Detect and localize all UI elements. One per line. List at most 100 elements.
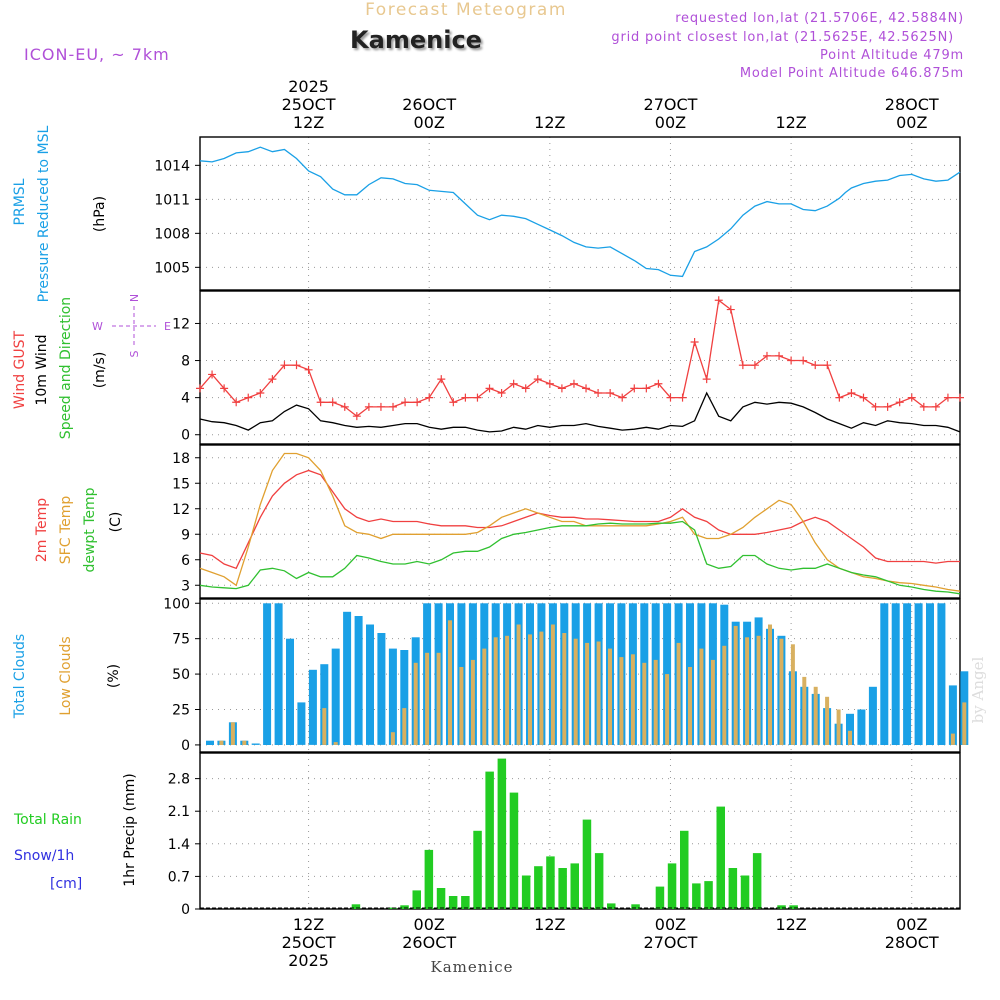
y-tick-label: 18 (172, 451, 190, 467)
bar-total-clouds (868, 686, 877, 745)
y-tick-label: 1011 (154, 192, 190, 208)
gust-marker (859, 393, 868, 402)
bar-total-rain (728, 868, 738, 909)
bar-total-clouds (251, 743, 260, 745)
bar-low-clouds (665, 674, 670, 745)
bar-total-rain (704, 881, 713, 909)
compass-n: N (128, 294, 141, 302)
bar-low-clouds (230, 722, 235, 745)
gust-marker (919, 402, 928, 411)
gust-marker (823, 361, 832, 370)
gust-marker (521, 384, 530, 393)
bottom-time-label: 25OCT (282, 933, 336, 952)
bar-low-clouds (322, 708, 327, 745)
gust-marker (340, 402, 349, 411)
bottom-time-label: 12Z (534, 915, 565, 934)
gust-marker (389, 402, 398, 411)
bar-low-clouds (528, 634, 532, 745)
footer-station: Kamenice (431, 958, 514, 976)
panel-frame (199, 752, 961, 910)
bar-low-clouds (676, 642, 681, 745)
gust-marker (413, 398, 422, 407)
bar-total-rain (400, 905, 409, 909)
bar-low-clouds (710, 659, 715, 745)
bar-total-rain (752, 853, 762, 909)
bottom-time-label: 26OCT (402, 933, 456, 952)
gust-marker (196, 384, 204, 393)
bottom-time-label: 12Z (293, 915, 324, 934)
bar-total-clouds (286, 638, 294, 745)
top-time-label: 00Z (414, 113, 445, 132)
top-time-label: 25OCT (282, 95, 336, 114)
bar-total-rain (594, 853, 604, 909)
panel-2: 3 6 9 12 15 18 (172, 444, 961, 599)
bar-total-clouds (263, 603, 272, 745)
gust-marker (401, 398, 410, 407)
bar-total-clouds (400, 650, 409, 745)
bar-total-rain (351, 904, 361, 909)
gust-marker (220, 384, 229, 393)
bar-low-clouds (733, 625, 738, 745)
top-time-label: 12Z (293, 113, 324, 132)
series-2m-temp (199, 469, 960, 570)
bar-total-rain (655, 886, 665, 909)
bar-total-clouds (297, 702, 306, 745)
gust-marker (292, 361, 301, 370)
y-tick-label: 100 (163, 596, 190, 612)
wind-gust-label: Wind GUST (12, 330, 28, 409)
top-time-label: 27OCT (644, 95, 698, 114)
y-tick-label: 0 (181, 902, 190, 918)
gust-marker (594, 389, 603, 397)
credit: by Angel (969, 656, 987, 723)
bar-total-clouds (377, 633, 386, 745)
bar-total-clouds (948, 685, 957, 745)
bar-low-clouds (562, 633, 567, 745)
y-tick-label: 2.1 (168, 804, 190, 820)
temp-unit: (C) (108, 512, 124, 533)
bar-low-clouds (585, 642, 590, 745)
bar-low-clouds (539, 631, 544, 745)
requested-coords: requested lon,lat (21.5706E, 42.5884N) (675, 11, 964, 26)
gust-marker (280, 361, 289, 370)
gust-marker (690, 338, 699, 346)
bar-total-rain (740, 875, 750, 909)
gust-marker (533, 375, 542, 384)
bar-total-rain (473, 830, 482, 909)
gust-marker (473, 393, 482, 402)
panel-3: 0 25 50 75 100 (163, 596, 969, 754)
bar-low-clouds (505, 635, 510, 745)
bar-low-clouds (436, 652, 441, 745)
gust-marker (871, 402, 880, 411)
bar-low-clouds (333, 742, 338, 745)
gust-marker (787, 356, 796, 365)
y-tick-label: 3 (181, 578, 190, 594)
top-time-label: 00Z (896, 113, 927, 132)
compass-w: W (92, 320, 103, 333)
gust-marker (364, 402, 373, 411)
bar-total-rain (509, 792, 519, 909)
bar-low-clouds (825, 696, 830, 745)
bottom-time-label: 27OCT (644, 933, 698, 952)
bottom-time-label: 00Z (655, 915, 686, 934)
panel-frame (199, 136, 961, 291)
top-time-label: 12Z (775, 113, 806, 132)
panel-0: 1005 1008 1011 1014 (154, 136, 961, 291)
wind-10m-label: 10m Wind (34, 334, 50, 405)
gust-marker (738, 361, 747, 370)
panel-frame (199, 598, 961, 753)
bar-low-clouds (219, 740, 224, 745)
y-tick-label: 0 (181, 428, 190, 444)
bar-total-clouds (320, 664, 329, 745)
gust-marker (557, 384, 566, 393)
bar-total-rain (534, 866, 543, 909)
y-tick-label: 1.4 (168, 837, 190, 853)
clouds-unit: (%) (106, 664, 122, 688)
gust-marker (352, 412, 361, 421)
bar-total-clouds (331, 648, 340, 745)
bar-total-rain (667, 863, 677, 909)
bar-total-clouds (308, 669, 317, 745)
bar-low-clouds (699, 648, 704, 745)
bar-total-rain (570, 863, 579, 909)
header-subtitle: Forecast Meteogram (365, 0, 567, 20)
